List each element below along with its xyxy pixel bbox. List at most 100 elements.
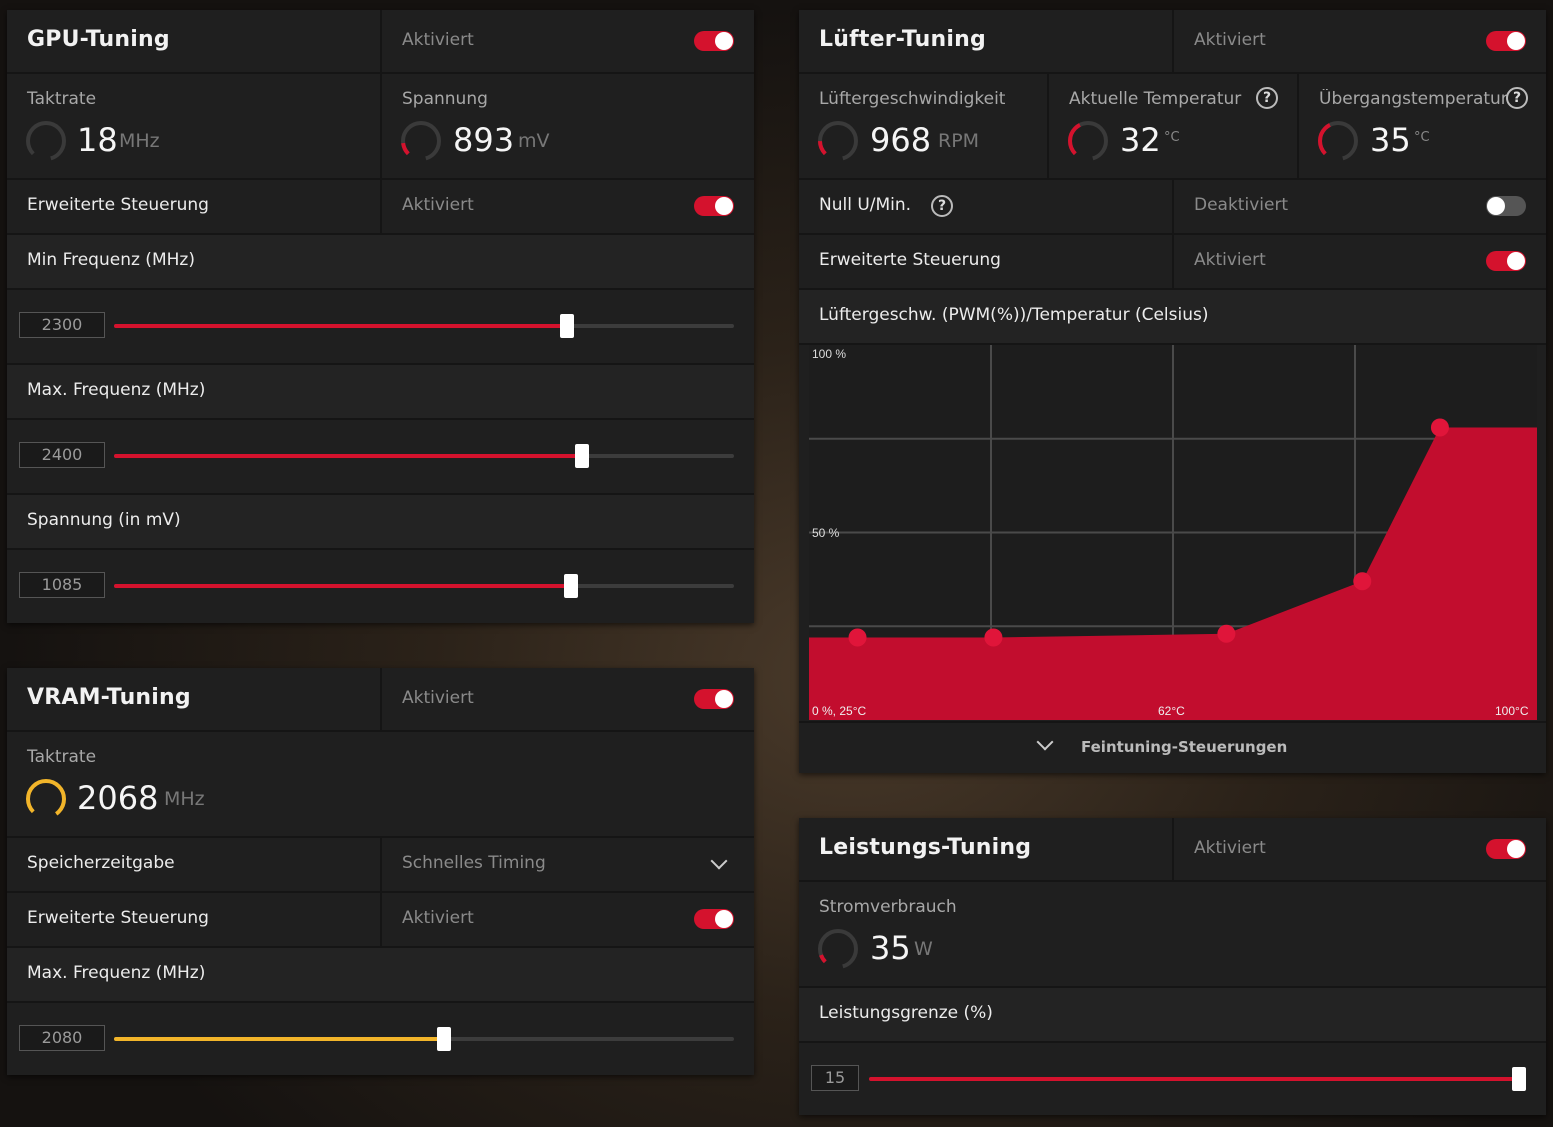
x-tick-label: 0 %, 25°C [812,704,866,718]
vram-maxfreq-slider[interactable] [114,1027,734,1051]
vram-maxfreq-input[interactable]: 2080 [19,1025,105,1051]
power-header-row: Leistungs-Tuning Aktiviert [799,818,1546,882]
gpu-maxfreq-slider[interactable] [114,444,734,468]
chevron-down-icon[interactable] [710,852,728,870]
gpu-voltage-slider-thumb[interactable] [563,574,578,598]
power-limit-label-row: Leistungsgrenze (%) [799,988,1546,1043]
power-consumption-label: Stromverbrauch [819,897,957,917]
vram-clock-value: 2068 [77,779,159,817]
vram-clock-label: Taktrate [27,747,97,767]
vram-clock-gauge-icon [25,779,66,819]
power-limit-slider[interactable] [869,1067,1526,1091]
gpu-voltage-slider-row: 1085 [7,550,754,623]
gpu-minfreq-slider-row: 2300 [7,290,754,365]
vram-advanced-label: Erweiterte Steuerung [27,908,209,928]
power-consumption-unit: W [914,938,933,960]
fan-junction-help-icon[interactable]: ? [1506,87,1528,109]
x-tick-label: 100°C [1495,704,1529,718]
fan-advanced-toggle[interactable] [1486,251,1526,271]
gpu-maxfreq-slider-row: 2400 [7,420,754,495]
gpu-advanced-row: Erweiterte Steuerung Aktiviert [7,180,754,235]
gpu-title: GPU-Tuning [27,27,170,52]
vram-metrics-row: Taktrate 2068 MHz [7,732,754,838]
fan-zero-rpm-row: Null U/Min. ? Deaktiviert [799,180,1546,235]
gpu-clock-unit: MHz [119,130,160,152]
gpu-minfreq-slider-thumb[interactable] [559,314,574,338]
y-tick-label: 100 % [812,347,846,361]
fan-finetune-label[interactable]: Feintuning-Steuerungen [1081,738,1288,756]
gpu-clock-gauge-icon [25,121,66,161]
power-tuning-toggle[interactable] [1486,839,1526,859]
fan-curve-point-2[interactable] [984,628,1003,647]
fan-speed-gauge-icon [818,121,858,161]
fan-junction-value: 35 [1370,121,1411,159]
vram-advanced-status: Aktiviert [402,908,474,928]
fan-curve-chart-row: 100 % 50 % 0 %, 25°C 62°C 100°C [799,345,1546,723]
power-limit-slider-row: 15 [799,1043,1546,1115]
gpu-maxfreq-label: Max. Frequenz (MHz) [27,380,206,400]
x-tick-label: 62°C [1158,704,1185,718]
fan-curve-point-1[interactable] [848,628,867,647]
fan-tuning-toggle[interactable] [1486,31,1526,51]
gpu-voltage-label: Spannung [402,89,488,109]
vram-timing-row: Speicherzeitgabe Schnelles Timing [7,838,754,893]
vram-maxfreq-label-row: Max. Frequenz (MHz) [7,948,754,1003]
fan-speed-label: Lüftergeschwindigkeit [819,89,1006,109]
fan-temp-unit: °C [1164,130,1180,145]
vram-header-row: VRAM-Tuning Aktiviert [7,668,754,732]
fan-status: Aktiviert [1194,30,1266,50]
fan-curve-points[interactable] [848,418,1449,647]
vram-tuning-toggle[interactable] [694,689,734,709]
gpu-tuning-panel: GPU-Tuning Aktiviert Taktrate 18 MHz Spa… [7,10,754,623]
gpu-maxfreq-input[interactable]: 2400 [19,442,105,468]
gpu-advanced-status: Aktiviert [402,195,474,215]
fan-junction-label: Übergangstemperatur [1319,89,1508,109]
fan-curve-area [809,427,1537,720]
chevron-down-icon[interactable] [1036,733,1054,751]
vram-maxfreq-slider-thumb[interactable] [436,1027,451,1051]
fan-tuning-panel: Lüfter-Tuning Aktiviert Lüftergeschwindi… [799,10,1546,773]
fan-zero-rpm-toggle[interactable] [1486,196,1526,216]
fan-speed-value: 968 [870,121,932,159]
fan-temp-help-icon[interactable]: ? [1256,87,1278,109]
gpu-tuning-toggle[interactable] [694,31,734,51]
fan-zero-rpm-status: Deaktiviert [1194,195,1289,215]
gpu-maxfreq-label-row: Max. Frequenz (MHz) [7,365,754,420]
fan-metrics-row: Lüftergeschwindigkeit 968 RPM Aktuelle T… [799,74,1546,180]
fan-finetune-row[interactable]: Feintuning-Steuerungen [799,723,1546,773]
vram-status: Aktiviert [402,688,474,708]
vram-maxfreq-slider-row: 2080 [7,1003,754,1075]
fan-junction-gauge-icon [1318,121,1358,161]
gpu-voltage-input[interactable]: 1085 [19,572,105,598]
power-limit-input[interactable]: 15 [811,1065,859,1091]
gpu-voltage-slider[interactable] [114,574,734,598]
fan-advanced-row: Erweiterte Steuerung Aktiviert [799,235,1546,290]
power-title: Leistungs-Tuning [819,835,1032,860]
gpu-status: Aktiviert [402,30,474,50]
gpu-maxfreq-slider-thumb[interactable] [575,444,590,468]
gpu-clock-label: Taktrate [27,89,97,109]
fan-curve-point-3[interactable] [1217,624,1236,643]
fan-temp-label: Aktuelle Temperatur [1069,89,1242,109]
power-gauge-icon [818,929,858,969]
vram-clock-unit: MHz [164,788,205,810]
gpu-voltage-unit: mV [518,130,550,152]
vram-advanced-row: Erweiterte Steuerung Aktiviert [7,893,754,948]
power-limit-slider-thumb[interactable] [1512,1067,1526,1091]
fan-advanced-status: Aktiviert [1194,250,1266,270]
gpu-advanced-toggle[interactable] [694,196,734,216]
fan-curve-point-4[interactable] [1353,572,1372,591]
fan-curve-chart[interactable]: 100 % 50 % 0 %, 25°C 62°C 100°C [809,345,1537,720]
fan-curve-point-5[interactable] [1430,418,1449,437]
vram-timing-select[interactable]: Schnelles Timing [402,853,546,873]
gpu-minfreq-input[interactable]: 2300 [19,312,105,338]
gpu-voltage-label-row: Spannung (in mV) [7,495,754,550]
gpu-minfreq-slider[interactable] [114,314,734,338]
fan-title: Lüfter-Tuning [819,27,986,52]
power-metrics-row: Stromverbrauch 35 W [799,882,1546,988]
fan-zero-rpm-help-icon[interactable]: ? [931,195,953,217]
gpu-voltslider-label: Spannung (in mV) [27,510,181,530]
power-status: Aktiviert [1194,838,1266,858]
vram-advanced-toggle[interactable] [694,909,734,929]
gpu-minfreq-label: Min Frequenz (MHz) [27,250,195,270]
